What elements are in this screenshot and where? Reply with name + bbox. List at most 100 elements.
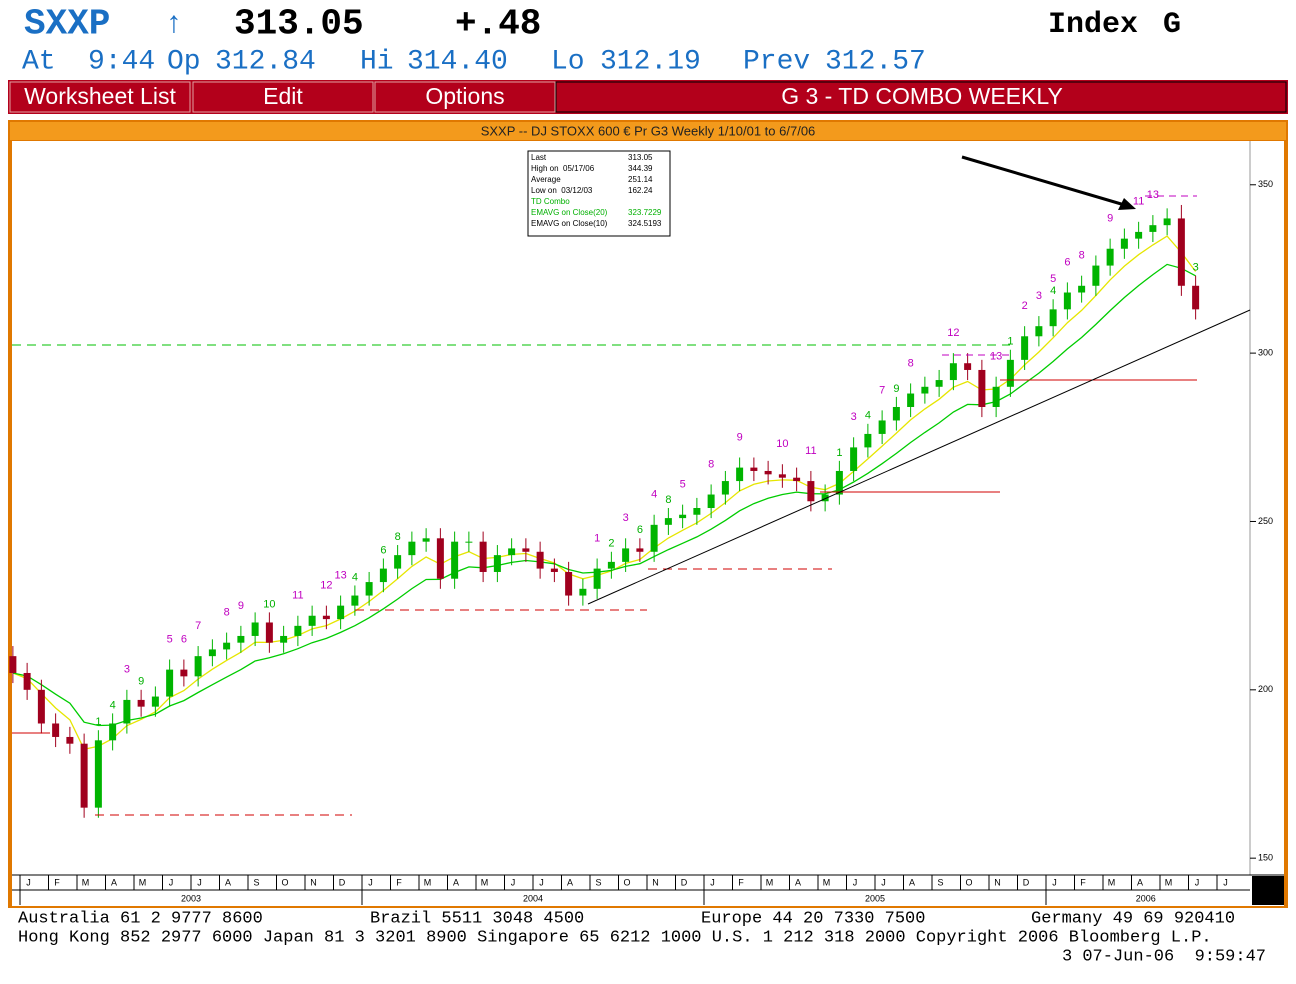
td-setup: 1 <box>1007 336 1013 348</box>
candle-body <box>850 447 858 471</box>
candle-body <box>1163 218 1171 226</box>
candle-body <box>1035 326 1043 337</box>
candle-body <box>778 474 786 478</box>
y-tick-label: 300 <box>1258 347 1273 357</box>
x-tick-label: A <box>795 877 801 887</box>
candle-body <box>1192 285 1200 310</box>
menu-button[interactable]: Edit <box>192 81 374 113</box>
x-tick-label: J <box>511 877 516 887</box>
candle-body <box>622 548 630 562</box>
candle-body <box>436 538 444 579</box>
candle-body <box>166 669 174 697</box>
arrow-head <box>1118 198 1136 210</box>
candle-body <box>579 588 587 596</box>
x-tick-label: O <box>282 877 289 887</box>
candle-body <box>508 548 516 556</box>
x-tick-label: D <box>339 877 346 887</box>
td-countdown: 3 <box>124 664 130 676</box>
candle-body <box>451 541 459 579</box>
td-setup: 4 <box>865 410 871 422</box>
menu-label[interactable]: Worksheet List <box>24 83 176 109</box>
candle-body <box>465 541 473 543</box>
td-countdown: 11 <box>292 590 303 602</box>
x-tick-label: M <box>766 877 774 887</box>
x-tick-label: S <box>254 877 260 887</box>
candle-body <box>522 548 530 552</box>
td-countdown: 5 <box>680 479 686 491</box>
footer-text: Australia 61 2 9777 8600 <box>18 909 263 928</box>
x-tick-label: J <box>169 877 174 887</box>
candle-body <box>764 470 772 475</box>
td-setup: 1 <box>95 716 101 728</box>
candle-body <box>265 622 273 643</box>
candle-body <box>9 656 17 673</box>
x-tick-label: S <box>938 877 944 887</box>
x-tick-label: J <box>539 877 544 887</box>
candle-body <box>793 477 801 482</box>
menu-label[interactable]: Edit <box>263 83 303 109</box>
candle-body <box>379 568 387 583</box>
td-setup: 4 <box>1050 285 1056 297</box>
candle-body <box>736 467 744 482</box>
td-countdown: 7 <box>879 384 885 396</box>
candle-body <box>821 494 829 502</box>
td-setup: 4 <box>110 699 116 711</box>
candle-body <box>1149 225 1157 232</box>
td-setup: 2 <box>608 538 614 550</box>
td-countdown: 1 <box>594 532 600 544</box>
stat-value: 344.39 <box>628 164 653 173</box>
x-tick-label: A <box>909 877 915 887</box>
arrow-shaft <box>961 155 1129 208</box>
y-tick-label: 150 <box>1258 853 1273 863</box>
stat-label: EMAVG on Close(10) <box>531 219 608 228</box>
quote-item: 312.19 <box>600 46 701 77</box>
candle-body <box>408 541 416 556</box>
x-tick-label: F <box>738 877 744 887</box>
candle-body <box>992 386 1000 407</box>
x-tick-label: J <box>1223 877 1228 887</box>
x-tick-label: F <box>1080 877 1086 887</box>
corner-box <box>1252 876 1284 905</box>
candle-body <box>978 369 986 407</box>
trend-line <box>587 309 1251 605</box>
td-countdown: 6 <box>1064 256 1070 268</box>
x-tick-label: F <box>54 877 60 887</box>
candle-body <box>308 615 316 626</box>
x-tick-label: J <box>197 877 202 887</box>
plot-area <box>12 141 1284 906</box>
footer-text: Europe 44 20 7330 7500 <box>701 909 925 928</box>
menu-label[interactable]: Options <box>425 83 504 109</box>
menu-button[interactable]: Worksheet List <box>9 81 191 113</box>
td-countdown: 8 <box>1079 250 1085 262</box>
button-face[interactable] <box>9 81 191 113</box>
candle-body <box>52 723 60 737</box>
td-countdown: 11 <box>805 445 816 457</box>
quote-item: Lo <box>551 46 585 77</box>
stat-value: 324.5193 <box>628 219 662 228</box>
td-countdown: 7 <box>195 620 201 632</box>
candle-body <box>1120 238 1128 249</box>
td-countdown: 3 <box>1036 290 1042 302</box>
td-countdown: 13 <box>990 351 1002 363</box>
td-setup: 9 <box>138 676 144 688</box>
button-face[interactable] <box>374 81 556 113</box>
button-face[interactable] <box>192 81 374 113</box>
candle-body <box>337 605 345 620</box>
candle-body <box>693 508 701 515</box>
candle-body <box>664 518 672 525</box>
td-setup: 8 <box>665 494 671 506</box>
candle-body <box>1006 359 1014 387</box>
candle-body <box>707 494 715 508</box>
td-setup: 3 <box>1193 262 1199 274</box>
candle-body <box>935 380 943 387</box>
candle-body <box>536 551 544 569</box>
stat-value: 323.7229 <box>628 208 662 217</box>
year-label: 2004 <box>523 893 543 903</box>
x-tick-label: J <box>881 877 886 887</box>
td-countdown: 13 <box>335 569 347 581</box>
td-setup: 8 <box>395 531 401 543</box>
x-tick-label: M <box>82 877 90 887</box>
y-tick-label: 250 <box>1258 516 1273 526</box>
menu-button[interactable]: Options <box>374 81 556 113</box>
